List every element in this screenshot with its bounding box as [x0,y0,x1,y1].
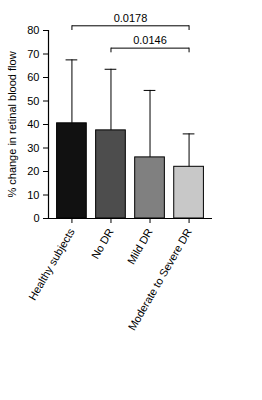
svg-text:% change in retinal blood flow: % change in retinal blood flow [6,51,18,197]
svg-text:No DR: No DR [89,226,116,261]
svg-text:Moderate to Severe DR: Moderate to Severe DR [126,226,194,332]
svg-text:Healthy subjects: Healthy subjects [26,226,77,302]
svg-text:0.0178: 0.0178 [114,12,148,24]
svg-text:Mild DR: Mild DR [125,226,155,266]
svg-text:40: 40 [27,118,39,130]
svg-text:50: 50 [27,95,39,107]
svg-text:60: 60 [27,71,39,83]
svg-text:0.0146: 0.0146 [133,34,167,46]
svg-text:30: 30 [27,142,39,154]
svg-text:70: 70 [27,48,39,60]
svg-text:10: 10 [27,189,39,201]
svg-text:80: 80 [27,24,39,36]
svg-text:0: 0 [33,212,39,224]
svg-text:20: 20 [27,165,39,177]
